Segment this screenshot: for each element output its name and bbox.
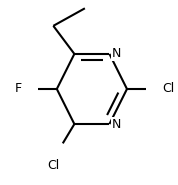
Text: Cl: Cl (47, 159, 59, 172)
Text: N: N (112, 118, 121, 131)
Text: N: N (112, 47, 121, 60)
Text: F: F (15, 83, 22, 95)
Text: Cl: Cl (162, 83, 174, 95)
